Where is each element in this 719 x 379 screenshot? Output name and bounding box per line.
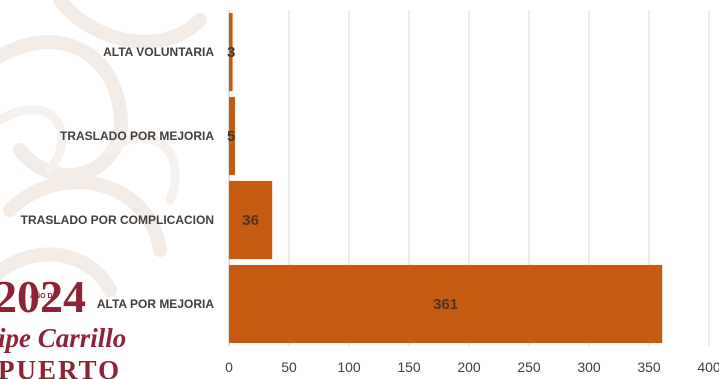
x-tick-label: 400 xyxy=(697,359,719,375)
bar xyxy=(229,180,273,260)
category-labels: ALTA VOLUNTARIA TRASLADO POR MEJORIA TRASL… xyxy=(21,45,215,311)
data-label: 36 xyxy=(242,212,259,229)
data-label: 5 xyxy=(227,128,235,145)
logo-name-line: ipe Carrillo xyxy=(0,323,126,353)
x-tick-label: 200 xyxy=(457,359,481,375)
logo-year-caption: AÑO DE xyxy=(30,291,58,300)
bars xyxy=(229,12,663,344)
bar xyxy=(229,96,235,176)
category-label: ALTA VOLUNTARIA xyxy=(103,45,214,59)
logo: 2024 AÑO DE ipe Carrillo PUERTO xyxy=(0,271,126,379)
category-label: TRASLADO POR MEJORIA xyxy=(60,129,214,143)
bar xyxy=(229,264,663,344)
bar xyxy=(229,12,233,92)
category-label: TRASLADO POR COMPLICACION xyxy=(21,213,214,227)
x-tick-label: 50 xyxy=(281,359,297,375)
x-tick-label: 0 xyxy=(225,359,233,375)
x-axis-ticks: 0 50 100 150 200 250 300 350 400 xyxy=(225,359,719,375)
x-tick-label: 300 xyxy=(577,359,601,375)
logo-place-line: PUERTO xyxy=(0,355,121,379)
data-label: 361 xyxy=(433,296,458,313)
x-tick-label: 100 xyxy=(337,359,361,375)
data-labels: 3 5 36 361 xyxy=(227,44,458,313)
x-tick-label: 250 xyxy=(517,359,541,375)
x-tick-label: 350 xyxy=(637,359,661,375)
data-label: 3 xyxy=(227,44,235,61)
x-tick-label: 150 xyxy=(397,359,421,375)
category-label: ALTA POR MEJORIA xyxy=(97,297,214,311)
logo-year: 2024 xyxy=(0,271,86,322)
